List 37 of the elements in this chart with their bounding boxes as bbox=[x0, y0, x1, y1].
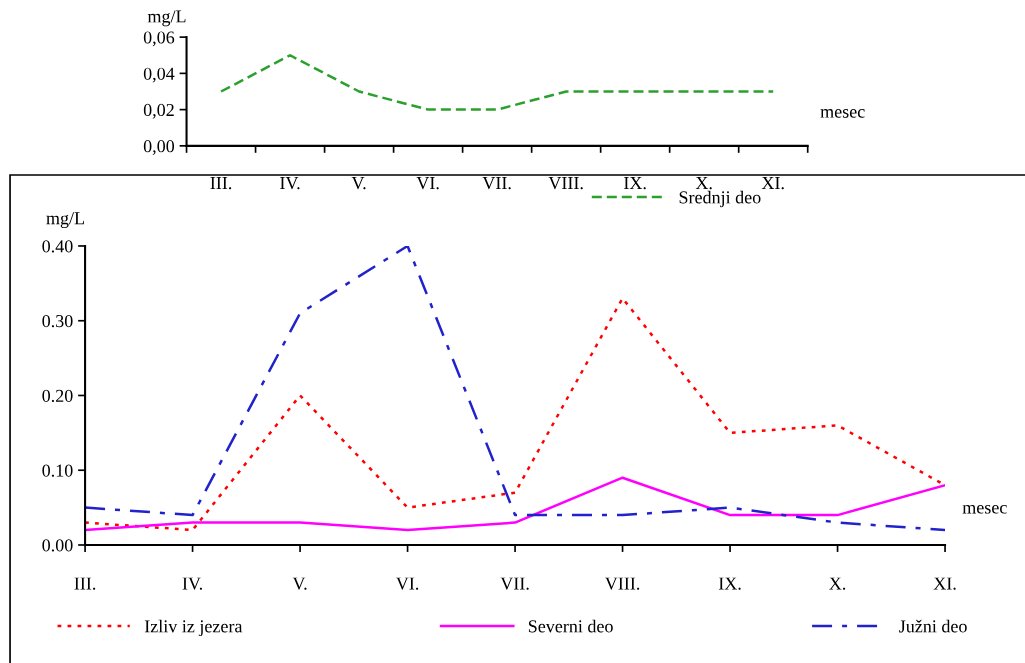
legend-label: Severni deo bbox=[528, 619, 613, 633]
y-tick-label: 0.20 bbox=[42, 389, 73, 402]
y-tick-label: 0,04 bbox=[143, 67, 175, 83]
legend-label: Izliv iz jezera bbox=[144, 619, 243, 637]
x-tick-label: IV. bbox=[182, 577, 202, 590]
x-tick-label: XI. bbox=[761, 177, 784, 190]
y-tick-label: 0,00 bbox=[143, 140, 175, 155]
x-tick-label: III. bbox=[74, 577, 96, 590]
x-tick-label: XI. bbox=[933, 577, 956, 590]
x-tick-label: X. bbox=[829, 577, 846, 590]
x-tick-label: V. bbox=[351, 177, 366, 190]
legend-label: Srednji deo bbox=[679, 190, 761, 208]
y-tick-label: 0.40 bbox=[42, 240, 73, 253]
y-tick-label: 0.30 bbox=[42, 314, 73, 328]
x-tick-label: III. bbox=[210, 177, 232, 190]
line-series bbox=[85, 245, 946, 532]
y-tick-label: 0.00 bbox=[42, 539, 73, 552]
x-tick-label: VIII. bbox=[604, 577, 640, 590]
x-tick-label: IV. bbox=[280, 177, 300, 190]
x-tick-label: IX. bbox=[718, 577, 741, 590]
x-tick-label: VII. bbox=[500, 577, 529, 590]
x-tick-label: VIII. bbox=[548, 177, 583, 190]
x-axis-title: mesec bbox=[962, 504, 1007, 514]
x-tick-label: VII. bbox=[482, 177, 511, 190]
x-tick-label: VI. bbox=[395, 577, 419, 590]
x-tick-label: IX. bbox=[624, 177, 646, 190]
line-series bbox=[85, 476, 946, 532]
x-tick-label: X. bbox=[695, 177, 712, 190]
x-axis-title: mesec bbox=[820, 109, 865, 118]
y-tick-label: 0,06 bbox=[143, 31, 175, 47]
y-axis-title: mg/L bbox=[147, 10, 186, 27]
legend-label: Južni deo bbox=[899, 619, 967, 633]
y-axis-title: mg/L bbox=[46, 212, 84, 229]
y-tick-label: 0.10 bbox=[42, 464, 73, 477]
x-tick-label: VI. bbox=[416, 177, 439, 190]
x-tick-label: V. bbox=[292, 577, 307, 590]
y-tick-label: 0,02 bbox=[143, 103, 174, 119]
